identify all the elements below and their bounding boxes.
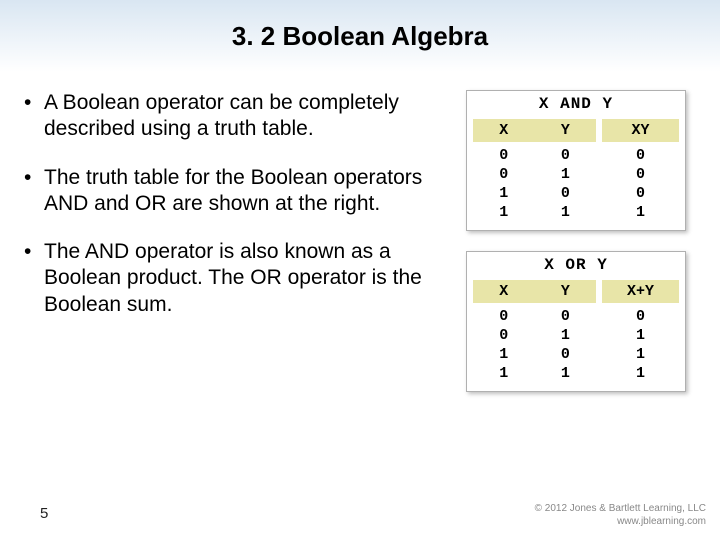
bullet-list: A Boolean operator can be completely des… [18,90,466,392]
content-area: A Boolean operator can be completely des… [0,72,720,392]
cell: 1 [535,327,597,344]
cell: 0 [535,147,597,164]
cell: 0 [473,147,535,164]
bullet-item: The AND operator is also known as a Bool… [18,239,456,318]
table-output: X+Y 0 1 1 1 [602,280,679,383]
cell: 0 [602,147,679,164]
cell: 1 [602,327,679,344]
cell: 0 [473,308,535,325]
col-header: X+Y [602,283,679,300]
truth-tables: X AND Y X Y 00 01 10 11 XY 0 0 0 [466,90,686,392]
cell: 0 [535,308,597,325]
cell: 0 [602,166,679,183]
cell: 1 [535,204,597,221]
table-inputs: X Y 00 01 10 11 [473,119,596,222]
truth-table-and: X AND Y X Y 00 01 10 11 XY 0 0 0 [466,90,686,231]
truth-table-or: X OR Y X Y 00 01 10 11 X+Y 0 1 1 [466,251,686,392]
cell: 1 [602,204,679,221]
table-inputs: X Y 00 01 10 11 [473,280,596,383]
cell: 1 [602,346,679,363]
cell: 0 [535,185,597,202]
table-title: X AND Y [467,91,685,119]
col-header: X [473,283,535,300]
cell: 1 [473,204,535,221]
cell: 0 [473,327,535,344]
cell: 1 [602,365,679,382]
bullet-item: The truth table for the Boolean operator… [18,165,456,218]
table-title: X OR Y [467,252,685,280]
copyright: © 2012 Jones & Bartlett Learning, LLC ww… [535,503,706,528]
page-number: 5 [40,505,48,522]
cell: 1 [535,166,597,183]
col-header: Y [535,283,597,300]
col-header: XY [602,122,679,139]
col-header: X [473,122,535,139]
slide-title: 3. 2 Boolean Algebra [232,21,488,52]
title-band: 3. 2 Boolean Algebra [0,0,720,72]
cell: 0 [473,166,535,183]
cell: 0 [535,346,597,363]
col-header: Y [535,122,597,139]
cell: 1 [473,346,535,363]
cell: 1 [473,185,535,202]
bullet-item: A Boolean operator can be completely des… [18,90,456,143]
cell: 1 [473,365,535,382]
table-output: XY 0 0 0 1 [602,119,679,222]
cell: 1 [535,365,597,382]
copyright-line: © 2012 Jones & Bartlett Learning, LLC [535,503,706,516]
cell: 0 [602,185,679,202]
copyright-line: www.jblearning.com [535,516,706,529]
cell: 0 [602,308,679,325]
